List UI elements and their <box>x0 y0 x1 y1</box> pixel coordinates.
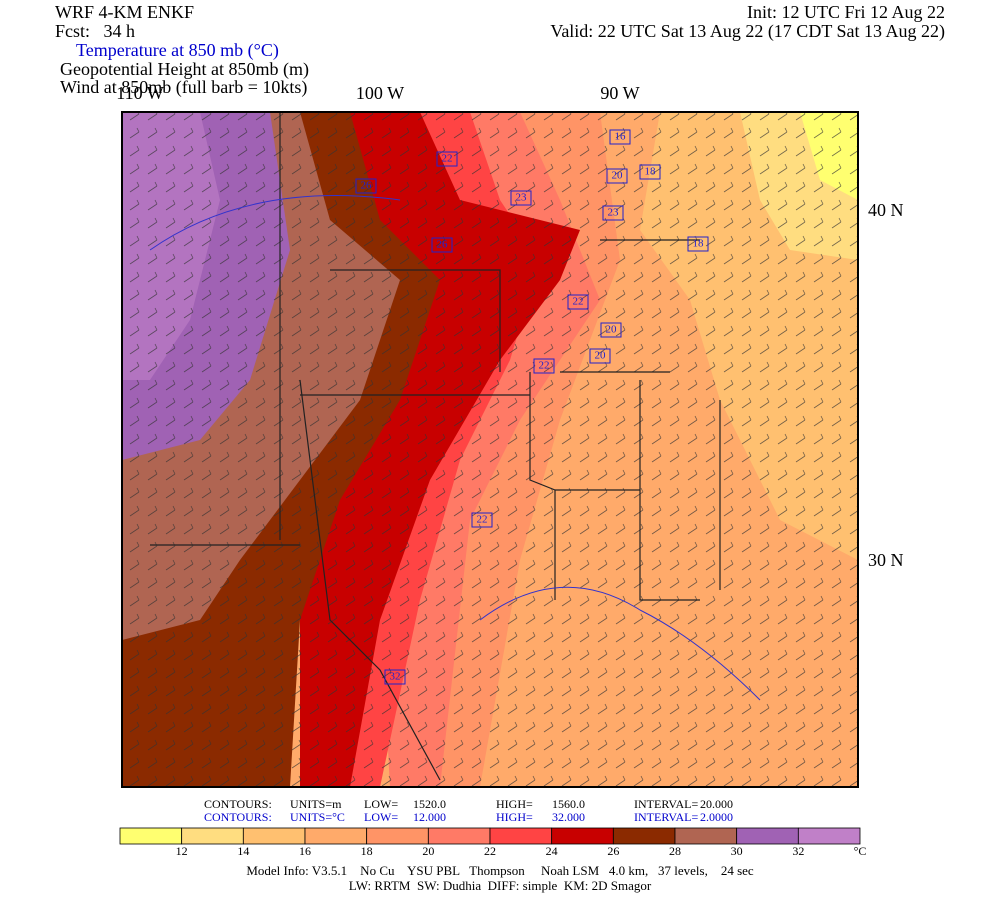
map <box>122 112 858 787</box>
contour-label-box <box>510 190 532 206</box>
colorbar-swatch <box>551 827 614 845</box>
colorbar-swatch <box>736 827 799 845</box>
colorbar-swatch <box>366 827 429 845</box>
contour-label: 26 <box>437 239 449 251</box>
contour-label: 16 <box>615 131 627 143</box>
contour-label: 20 <box>595 350 607 362</box>
model-info: LW: RRTM SW: Dudhia DIFF: simple KM: 2D … <box>349 878 652 893</box>
contour-info: UNITS=m <box>290 797 342 811</box>
colorbar-swatch <box>119 827 183 845</box>
contour-info: 32.000 <box>552 810 585 824</box>
contour-info: UNITS=°C <box>290 810 345 824</box>
latitude-label: 40 N <box>868 200 904 220</box>
colorbar-swatch <box>797 827 861 845</box>
colorbar-swatch <box>612 827 676 845</box>
colorbar-label: 32 <box>792 844 804 858</box>
field-title: Geopotential Height at 850mb (m) <box>60 59 309 80</box>
contour-info: 1520.0 <box>413 797 446 811</box>
header-left: WRF 4-KM ENKF <box>55 2 194 22</box>
contour-label: 20 <box>612 170 624 182</box>
colorbar-label: 26 <box>607 844 619 858</box>
colorbar-label: 14 <box>237 844 249 858</box>
contour-label: 23 <box>608 207 620 219</box>
latitude-label: 30 N <box>868 550 904 570</box>
contour-label-box <box>471 512 493 528</box>
contour-info: CONTOURS: <box>204 810 272 824</box>
contour-info: INTERVAL= <box>634 797 698 811</box>
contour-label-box <box>431 237 453 253</box>
contour-label-box <box>567 294 589 310</box>
contour-info: LOW= <box>364 810 398 824</box>
contour-info: 1560.0 <box>552 797 585 811</box>
colorbar-unit: °C <box>854 844 867 858</box>
contour-label: 22 <box>539 360 550 372</box>
contour-label-box <box>600 322 622 338</box>
colorbar-swatch <box>181 827 244 845</box>
contour-label-box <box>606 168 628 184</box>
colorbar-label: 24 <box>546 844 558 858</box>
contour-label-box <box>355 178 377 194</box>
contour-info: CONTOURS: <box>204 797 272 811</box>
header-right: Valid: 22 UTC Sat 13 Aug 22 (17 CDT Sat … <box>550 21 945 42</box>
contour-label-box <box>639 164 661 180</box>
contour-info: 20.000 <box>700 797 733 811</box>
contour-label-box <box>602 205 624 221</box>
contour-info: INTERVAL= <box>634 810 698 824</box>
colorbar-label: 16 <box>299 844 311 858</box>
field-title: Temperature at 850 mb (°C) <box>76 40 279 61</box>
colorbar-label: 28 <box>669 844 681 858</box>
contour-label: 22 <box>442 153 453 165</box>
colorbar-swatch <box>242 827 306 845</box>
header-right: Init: 12 UTC Fri 12 Aug 22 <box>747 2 945 22</box>
colorbar-swatch <box>304 827 368 845</box>
contour-info: 2.0000 <box>700 810 733 824</box>
colorbar-label: 12 <box>176 844 188 858</box>
contour-label: 22 <box>477 514 488 526</box>
contour-label: 23 <box>516 192 528 204</box>
contour-label: 32 <box>390 671 401 683</box>
model-info: Model Info: V3.5.1 No Cu YSU PBL Thompso… <box>246 863 754 878</box>
colorbar-swatch <box>489 827 553 845</box>
contour-label-box <box>589 348 611 364</box>
map-frame <box>121 111 859 788</box>
contour-label: 18 <box>693 238 705 250</box>
header-left: Fcst: 34 h <box>55 21 135 41</box>
longitude-label: 100 W <box>356 83 404 103</box>
contour-info: HIGH= <box>496 797 533 811</box>
colorbar-label: 22 <box>484 844 496 858</box>
longitude-label: 110 W <box>116 83 164 103</box>
contour-label-box <box>384 669 406 685</box>
contour-label: 20 <box>606 324 618 336</box>
colorbar-label: 30 <box>731 844 743 858</box>
contour-label-box <box>436 151 458 167</box>
field-title: Wind at 850mb (full barb = 10kts) <box>60 77 307 98</box>
colorbar-swatch <box>674 827 738 845</box>
contour-label: 18 <box>645 166 657 178</box>
contour-label-box <box>609 129 631 145</box>
longitude-label: 90 W <box>600 83 639 103</box>
contour-label: 26 <box>361 180 373 192</box>
colorbar-label: 20 <box>422 844 434 858</box>
contour-info: 12.000 <box>413 810 446 824</box>
contour-label-box <box>687 236 709 252</box>
contour-label-box <box>533 358 555 374</box>
contour-info: HIGH= <box>496 810 533 824</box>
contour-info: LOW= <box>364 797 398 811</box>
contour-label: 22 <box>573 296 584 308</box>
colorbar-label: 18 <box>361 844 373 858</box>
colorbar-swatch <box>427 827 491 845</box>
